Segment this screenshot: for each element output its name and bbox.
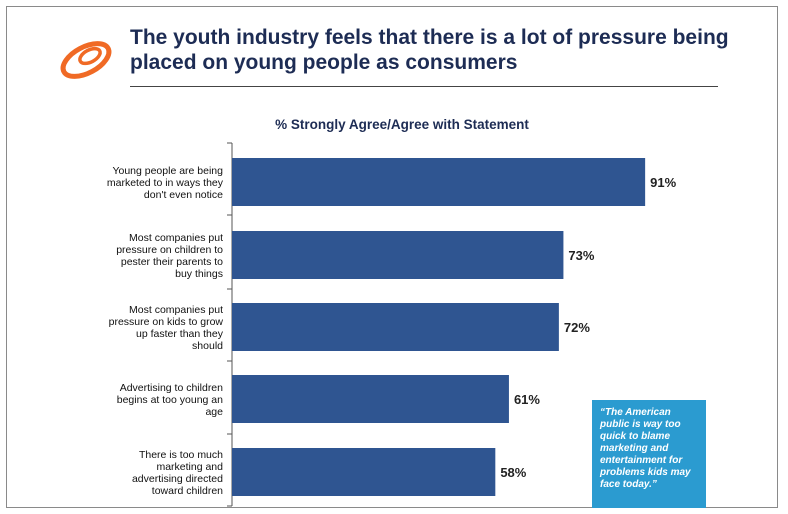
data-label: 58%: [500, 465, 526, 480]
title-divider: [130, 86, 718, 87]
logo-icon: [60, 41, 112, 79]
category-label: Young people are being marketed to in way…: [107, 165, 224, 201]
data-label: 73%: [568, 248, 594, 263]
data-label: 91%: [650, 175, 676, 190]
page-title: The youth industry feels that there is a…: [130, 26, 729, 74]
bar: [232, 303, 559, 351]
data-label: 61%: [514, 392, 540, 407]
bar: [232, 231, 564, 279]
chart-title: % Strongly Agree/Agree with Statement: [275, 117, 529, 132]
quote-text: “The American public is way too quick to…: [600, 407, 691, 490]
category-label: There is too much marketing and advertisin…: [132, 449, 223, 497]
bar: [232, 375, 509, 423]
category-label: Most companies put pressure on kids to gr…: [109, 304, 224, 352]
bar: [232, 448, 496, 496]
bar: [232, 158, 646, 206]
quote-callout: “The American public is way too quick to…: [592, 400, 706, 508]
data-label: 72%: [564, 320, 590, 335]
category-label: Advertising to children begins at too you…: [117, 382, 223, 418]
category-label: Most companies put pressure on children t…: [116, 232, 223, 280]
